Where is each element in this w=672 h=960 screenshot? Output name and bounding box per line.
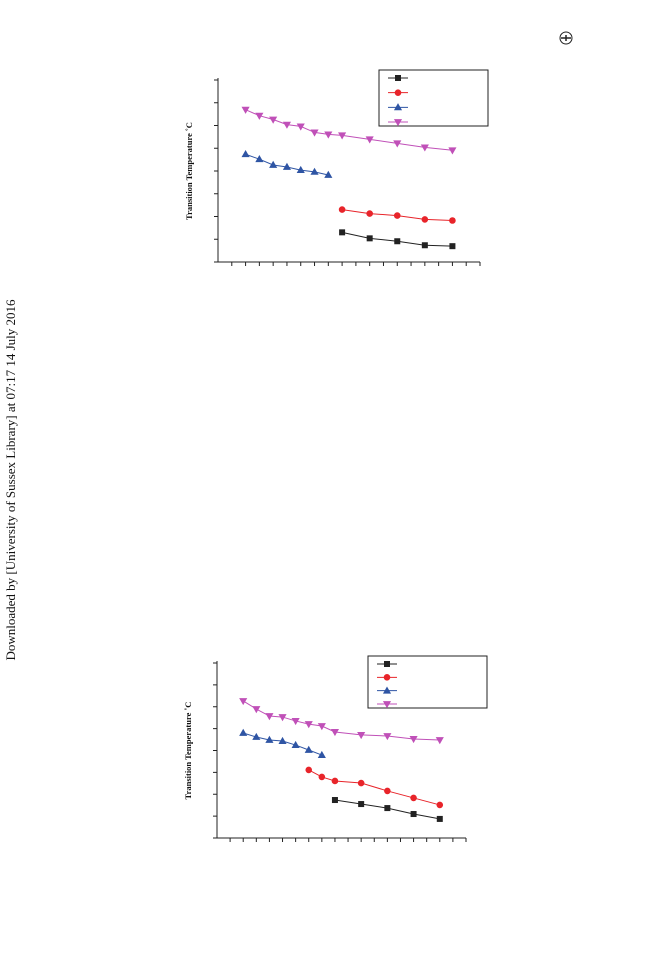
marker	[358, 801, 365, 808]
marker	[330, 729, 340, 737]
marker	[282, 121, 292, 129]
marker	[383, 674, 391, 681]
watermark: Downloaded by [University of Sussex Libr…	[3, 299, 18, 661]
marker	[338, 132, 347, 140]
marker	[366, 235, 373, 242]
marker	[393, 212, 401, 219]
marker	[395, 75, 401, 81]
marker	[384, 661, 390, 667]
marker	[310, 129, 319, 137]
marker	[278, 736, 287, 744]
marker	[394, 89, 402, 96]
marker	[265, 713, 274, 721]
marker	[291, 740, 300, 748]
marker	[269, 160, 278, 168]
marker	[331, 777, 339, 785]
marker	[296, 165, 305, 173]
page-icon-mark	[561, 35, 571, 41]
marker	[436, 801, 444, 809]
marker	[291, 718, 300, 726]
marker	[296, 123, 305, 131]
marker	[310, 167, 319, 175]
marker	[448, 147, 457, 155]
marker	[324, 170, 333, 178]
marker	[357, 732, 366, 740]
marker	[241, 106, 250, 114]
marker	[317, 723, 326, 731]
marker	[393, 119, 403, 127]
marker	[241, 150, 250, 158]
marker	[420, 144, 429, 152]
marker	[239, 698, 248, 706]
marker	[331, 797, 338, 804]
marker	[393, 103, 403, 111]
marker	[421, 216, 429, 223]
marker	[255, 154, 264, 163]
marker	[255, 112, 264, 120]
marker	[278, 714, 287, 722]
marker	[324, 131, 333, 139]
marker	[239, 728, 248, 736]
marker	[436, 815, 443, 822]
marker	[410, 794, 417, 802]
marker	[421, 242, 428, 249]
marker	[282, 162, 292, 170]
marker	[393, 140, 402, 148]
marker	[382, 686, 392, 694]
marker	[449, 243, 456, 250]
marker	[435, 737, 444, 745]
marker	[365, 136, 374, 144]
marker	[394, 238, 401, 245]
series-line	[308, 769, 440, 806]
marker	[338, 206, 346, 213]
marker	[318, 773, 326, 781]
marker	[317, 750, 326, 758]
marker	[357, 779, 365, 787]
y-axis-label: Transition Temperature ˚C	[183, 702, 193, 800]
marker	[383, 733, 392, 741]
marker	[339, 229, 346, 236]
y-axis-label: Transition Temperature ˚C	[184, 122, 194, 220]
marker	[384, 787, 391, 795]
marker	[366, 210, 373, 217]
marker	[252, 706, 261, 714]
marker	[304, 721, 313, 729]
page-icon	[559, 31, 573, 45]
marker	[384, 805, 391, 812]
marker	[265, 735, 274, 743]
marker	[252, 732, 261, 740]
marker	[269, 116, 278, 124]
marker	[410, 811, 417, 818]
marker	[382, 701, 392, 709]
marker	[305, 766, 313, 774]
marker	[304, 745, 313, 753]
marker	[409, 736, 418, 744]
marker	[449, 217, 456, 224]
